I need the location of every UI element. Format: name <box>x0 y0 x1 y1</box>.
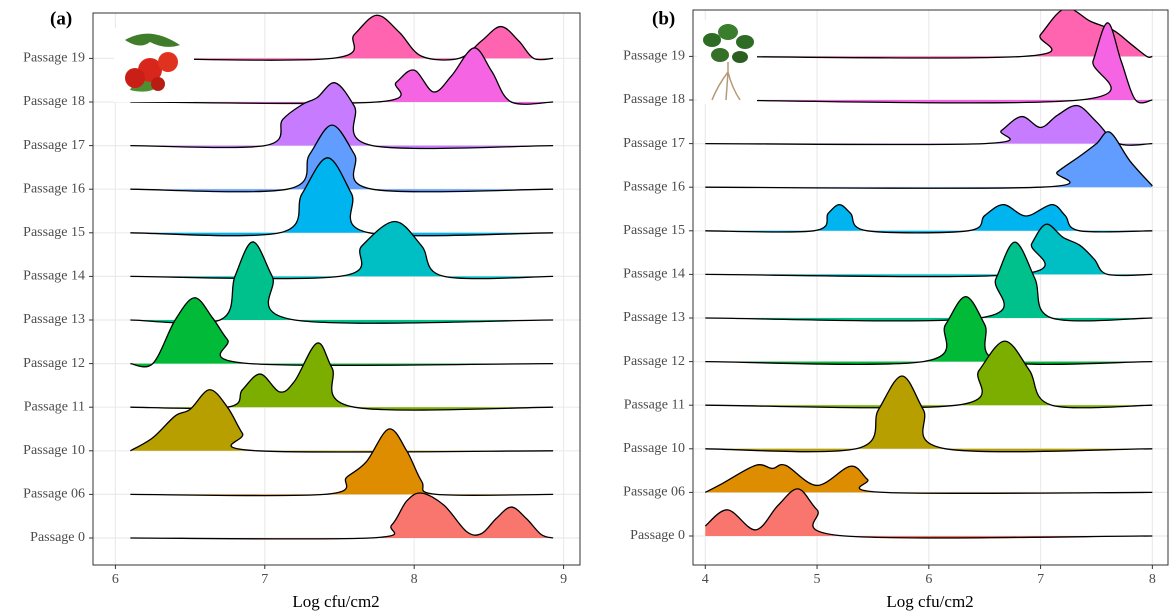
y-tick-label: Passage 0 <box>630 528 685 543</box>
x-tick-label: 8 <box>411 572 418 587</box>
ridge-line <box>705 223 1153 278</box>
panel-border <box>92 12 581 566</box>
ridge-area <box>705 204 1153 233</box>
x-tick-label: 7 <box>1037 572 1044 587</box>
pepper-icon <box>697 20 757 104</box>
ridge-line <box>130 124 554 193</box>
tomato-icon <box>114 28 194 102</box>
y-tick-label: Passage 16 <box>623 179 685 194</box>
y-tick-label: Passage 18 <box>623 92 685 107</box>
x-tick-label: 4 <box>702 572 709 587</box>
ridge-area <box>130 15 554 61</box>
y-tick-label: Passage 14 <box>623 267 685 282</box>
y-tick-label: Passage 06 <box>623 485 685 500</box>
ridges-b <box>704 10 1153 539</box>
ridge-line <box>130 82 554 150</box>
ridge-line <box>705 104 1153 146</box>
y-tick-label: Passage 10 <box>623 441 685 456</box>
panel-label: (b) <box>652 8 675 29</box>
y-tick-label: Passage 14 <box>23 269 85 284</box>
ridge-area <box>705 224 1153 277</box>
ridge-line <box>130 428 554 497</box>
panel-label: (a) <box>50 8 72 29</box>
ridge-line <box>705 22 1153 104</box>
ridge-line <box>705 131 1153 189</box>
ridge-line <box>704 488 1153 539</box>
y-tick-label: Passage 17 <box>623 136 685 151</box>
ridge-line <box>704 463 1153 495</box>
y-tick-label: Passage 13 <box>623 310 685 325</box>
y-tick-label: Passage 0 <box>30 530 85 545</box>
ridge-line <box>130 241 554 324</box>
y-tick-label: Passage 10 <box>23 443 85 458</box>
ridge-area <box>130 47 554 105</box>
ridge-area <box>705 131 1153 189</box>
y-tick-label: Passage 15 <box>23 225 85 240</box>
y-tick-label: Passage 13 <box>23 312 85 327</box>
ridge-line <box>705 241 1153 322</box>
x-tick-label: 8 <box>1149 572 1156 587</box>
ridge-line <box>130 492 554 540</box>
y-tick-label: Passage 06 <box>23 487 85 502</box>
ridge-area <box>705 464 1153 494</box>
ridge-area <box>130 82 554 149</box>
y-tick-label: Passage 16 <box>23 181 85 196</box>
ridge-line <box>130 220 554 280</box>
x-axis-title: Log cfu/cm2 <box>886 592 973 611</box>
ridge-area <box>130 241 554 324</box>
ridges-a <box>130 14 554 540</box>
ridge-area <box>705 488 1153 538</box>
x-tick-label: 9 <box>560 572 567 587</box>
y-tick-label: Passage 19 <box>23 51 85 66</box>
ridge-area <box>705 22 1153 103</box>
y-tick-label: Passage 12 <box>23 356 85 371</box>
x-tick-label: 7 <box>261 572 268 587</box>
ridge-area <box>130 389 554 453</box>
ridge-area <box>130 297 554 367</box>
ridge-line <box>705 375 1153 453</box>
x-tick-label: 5 <box>814 572 821 587</box>
ridge-line <box>705 10 1153 59</box>
y-tick-label: Passage 12 <box>623 354 685 369</box>
ridge-line <box>130 47 554 105</box>
x-axis-title: Log cfu/cm2 <box>292 592 379 611</box>
ridge-area <box>705 105 1153 146</box>
ridge-area <box>130 125 554 192</box>
x-tick-label: 6 <box>112 572 119 587</box>
y-tick-label: Passage 15 <box>623 223 685 238</box>
panel-border <box>692 9 1169 566</box>
ridge-line <box>705 203 1153 234</box>
x-tick-label: 6 <box>925 572 932 587</box>
y-tick-label: Passage 19 <box>623 49 685 64</box>
y-tick-label: Passage 18 <box>23 94 85 109</box>
ridge-line <box>130 342 554 411</box>
y-tick-label: Passage 11 <box>624 397 685 412</box>
ridge-area <box>130 157 554 236</box>
y-tick-label: Passage 11 <box>24 399 85 414</box>
y-tick-label: Passage 17 <box>23 138 85 153</box>
ridge-area <box>130 492 554 539</box>
ridge-line <box>130 389 554 453</box>
ridge-line <box>130 14 554 61</box>
